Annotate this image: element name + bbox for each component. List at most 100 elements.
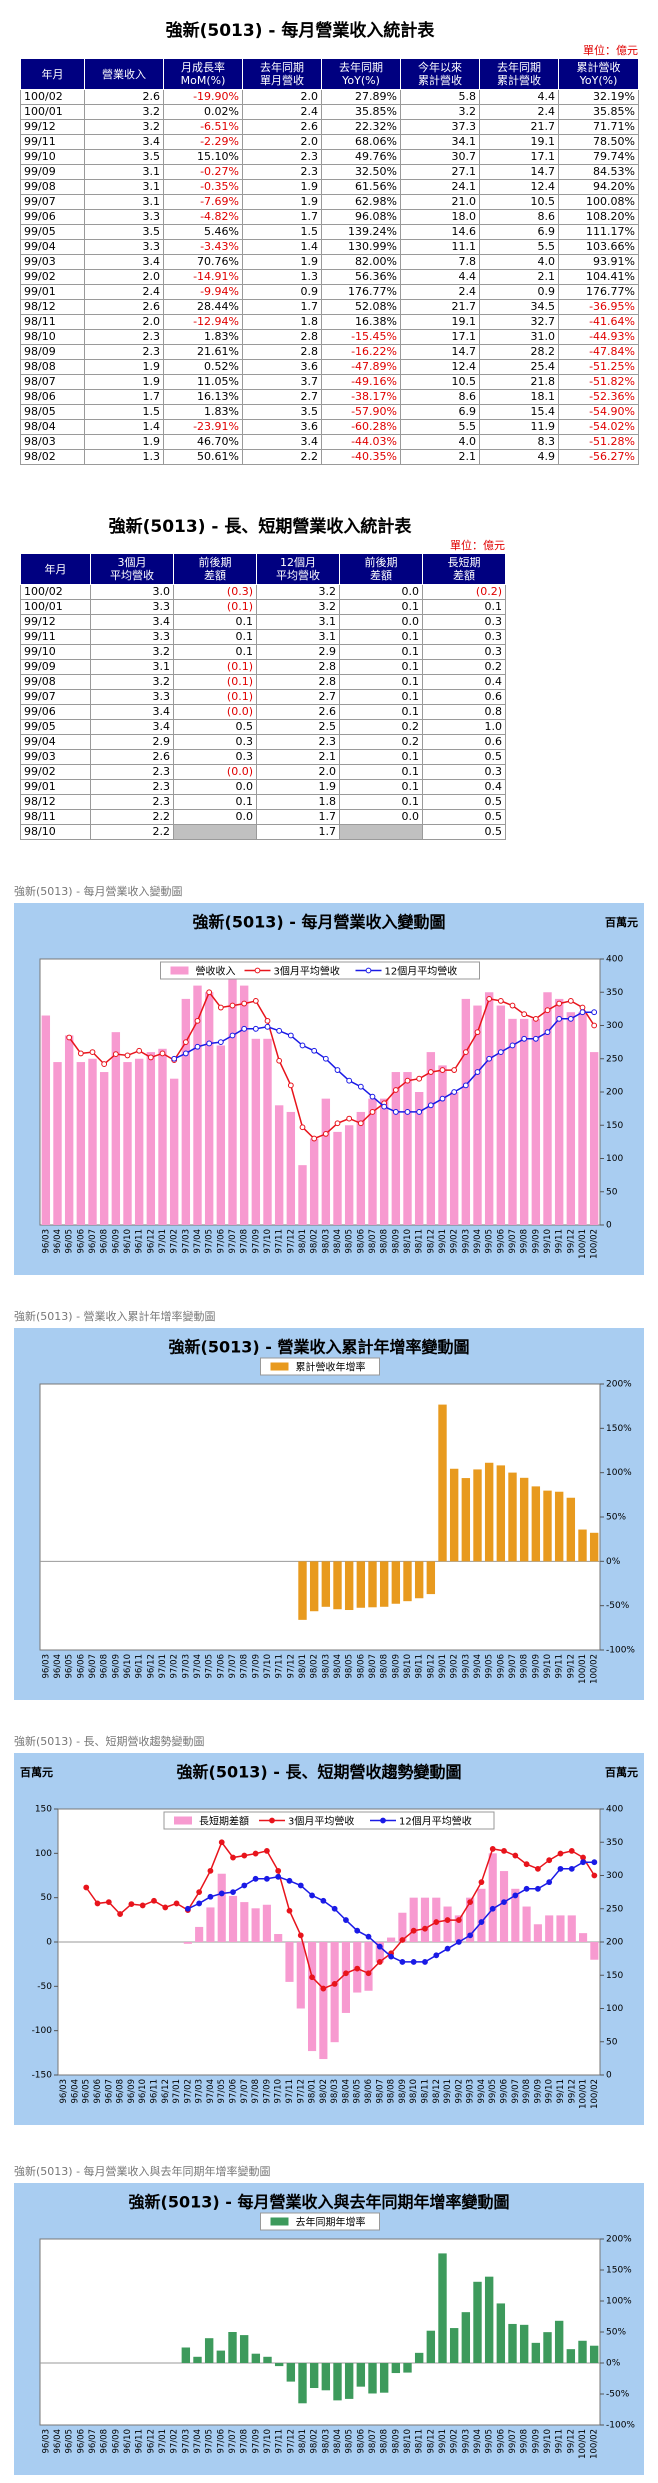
- x-tick-label: 97/10: [263, 1229, 273, 1254]
- bar: [274, 2363, 284, 2367]
- x-tick-label: 97/06: [216, 1229, 226, 1254]
- x-tick-label: 98/10: [409, 2079, 419, 2104]
- table-cell: 0.1: [339, 764, 423, 780]
- x-tick-label: 99/02: [454, 2079, 464, 2104]
- bar: [578, 1933, 588, 1942]
- line-marker: [252, 1875, 259, 1882]
- line-marker: [241, 1025, 248, 1032]
- x-tick-label: 97/01: [172, 2079, 182, 2104]
- bar: [566, 1012, 576, 1225]
- bar: [53, 1062, 62, 1225]
- table-cell: -49.16%: [321, 374, 401, 390]
- line-marker: [410, 1927, 417, 1934]
- table-cell: 1.8: [256, 794, 340, 810]
- line-marker: [311, 1047, 318, 1054]
- bar: [356, 2363, 366, 2387]
- table-cell: -23.91%: [163, 419, 243, 435]
- table-cell: 5.46%: [163, 224, 243, 240]
- table-cell: 3.4: [242, 434, 322, 450]
- table-cell: 11.1: [400, 239, 480, 255]
- table-cell: 3.4: [90, 704, 174, 720]
- table-cell: -47.89%: [321, 359, 401, 375]
- column-header: 年月: [20, 58, 85, 90]
- tick-label: 0%: [606, 2359, 621, 2369]
- table-cell: (0.1): [173, 674, 257, 690]
- table-row: 99/03 2.6 0.3 2.1 0.1 0.5: [20, 749, 506, 765]
- bar: [298, 2363, 307, 2404]
- x-tick-label: 97/02: [170, 2429, 180, 2454]
- line-marker: [194, 1017, 201, 1024]
- bar: [420, 1897, 430, 1942]
- x-tick-label: 96/08: [116, 2079, 126, 2104]
- table-row: 98/10 2.2 1.7 0.5: [20, 824, 506, 840]
- bar: [403, 1072, 412, 1225]
- table-cell: 2.3: [90, 764, 174, 780]
- bar: [333, 2363, 342, 2401]
- x-tick-label: 99/07: [508, 1229, 518, 1254]
- legend-box: [163, 1811, 495, 1830]
- bar: [566, 1497, 576, 1562]
- x-tick-label: 96/07: [88, 1229, 98, 1254]
- table-cell: (0.1): [173, 599, 257, 615]
- table-cell: 0.5: [422, 794, 506, 810]
- bar: [123, 1062, 132, 1225]
- line-marker: [478, 1879, 485, 1886]
- table-cell: 1.3: [84, 449, 164, 465]
- x-tick-label: 99/08: [522, 2079, 532, 2104]
- legend-label: 去年同期年增率: [296, 2216, 366, 2229]
- table-cell: 99/12: [20, 119, 85, 135]
- x-tick-label: 99/01: [443, 2079, 453, 2104]
- x-tick-label: 98/02: [310, 1654, 320, 1679]
- line-marker: [147, 1054, 154, 1061]
- table-cell: 5.5: [479, 239, 559, 255]
- bar: [589, 1052, 599, 1225]
- table-row: 100/02 2.6 -19.90% 2.0 27.89% 5.8 4.4 32.19%: [20, 89, 639, 105]
- table-cell: 100/01: [20, 599, 91, 615]
- line-marker: [218, 1839, 225, 1846]
- table-cell: 0.1: [339, 689, 423, 705]
- bar: [341, 1942, 351, 2013]
- line-marker: [217, 1039, 224, 1046]
- line-marker: [320, 1897, 327, 1904]
- line-marker: [556, 1000, 563, 1007]
- x-tick-label: 98/10: [403, 1229, 413, 1254]
- table-row: 98/03 1.9 46.70% 3.4 -44.03% 4.0 8.3 -51.28%: [20, 434, 639, 450]
- table-cell: 15.4: [479, 404, 559, 420]
- x-tick-label: 96/05: [65, 2429, 75, 2454]
- table-cell: -4.82%: [163, 209, 243, 225]
- table-cell: 0.0: [173, 779, 257, 795]
- table-cell: 3.2: [84, 119, 164, 135]
- line-marker: [343, 1917, 349, 1923]
- column-header: 去年同期 累計營收: [479, 58, 559, 90]
- table-cell: 0.9: [242, 284, 322, 300]
- x-tick-label: 97/08: [240, 2429, 250, 2454]
- table-cell: 0.6: [422, 689, 506, 705]
- x-tick-label: 96/12: [161, 2079, 171, 2104]
- bar: [204, 2338, 214, 2363]
- x-tick-label: 96/06: [76, 1654, 86, 1679]
- line-marker: [322, 1055, 329, 1062]
- x-tick-label: 96/07: [88, 1654, 98, 1679]
- bar: [414, 2352, 424, 2363]
- x-tick-label: 99/08: [520, 2429, 530, 2454]
- x-tick-label: 96/10: [123, 2429, 133, 2454]
- table-cell: 3.6: [242, 419, 322, 435]
- table-cell: 1.4: [84, 419, 164, 435]
- table-cell: 28.2: [479, 344, 559, 360]
- bar: [321, 1561, 331, 1607]
- x-tick-label: 99/09: [531, 1654, 541, 1679]
- table-cell: 2.1: [400, 449, 480, 465]
- line-marker: [532, 1035, 539, 1042]
- table-cell: 1.83%: [163, 404, 243, 420]
- table-cell: -0.35%: [163, 179, 243, 195]
- table-cell: 104.41%: [558, 269, 639, 285]
- x-tick-label: 98/07: [375, 2079, 385, 2104]
- line-marker: [474, 1029, 481, 1036]
- line-marker: [422, 1925, 428, 1932]
- bar: [240, 1902, 249, 1942]
- table-cell: 2.0: [84, 269, 164, 285]
- x-tick-label: 98/05: [345, 2429, 355, 2454]
- chart: 強新(5013) - 每月營業收入變動圖 百萬元 0 50 100 150 200 250 30…: [14, 903, 644, 1275]
- chart-caption: 強新(5013) - 每月營業收入與去年同期年增率變動圖: [14, 2165, 271, 2178]
- bar: [519, 1018, 529, 1225]
